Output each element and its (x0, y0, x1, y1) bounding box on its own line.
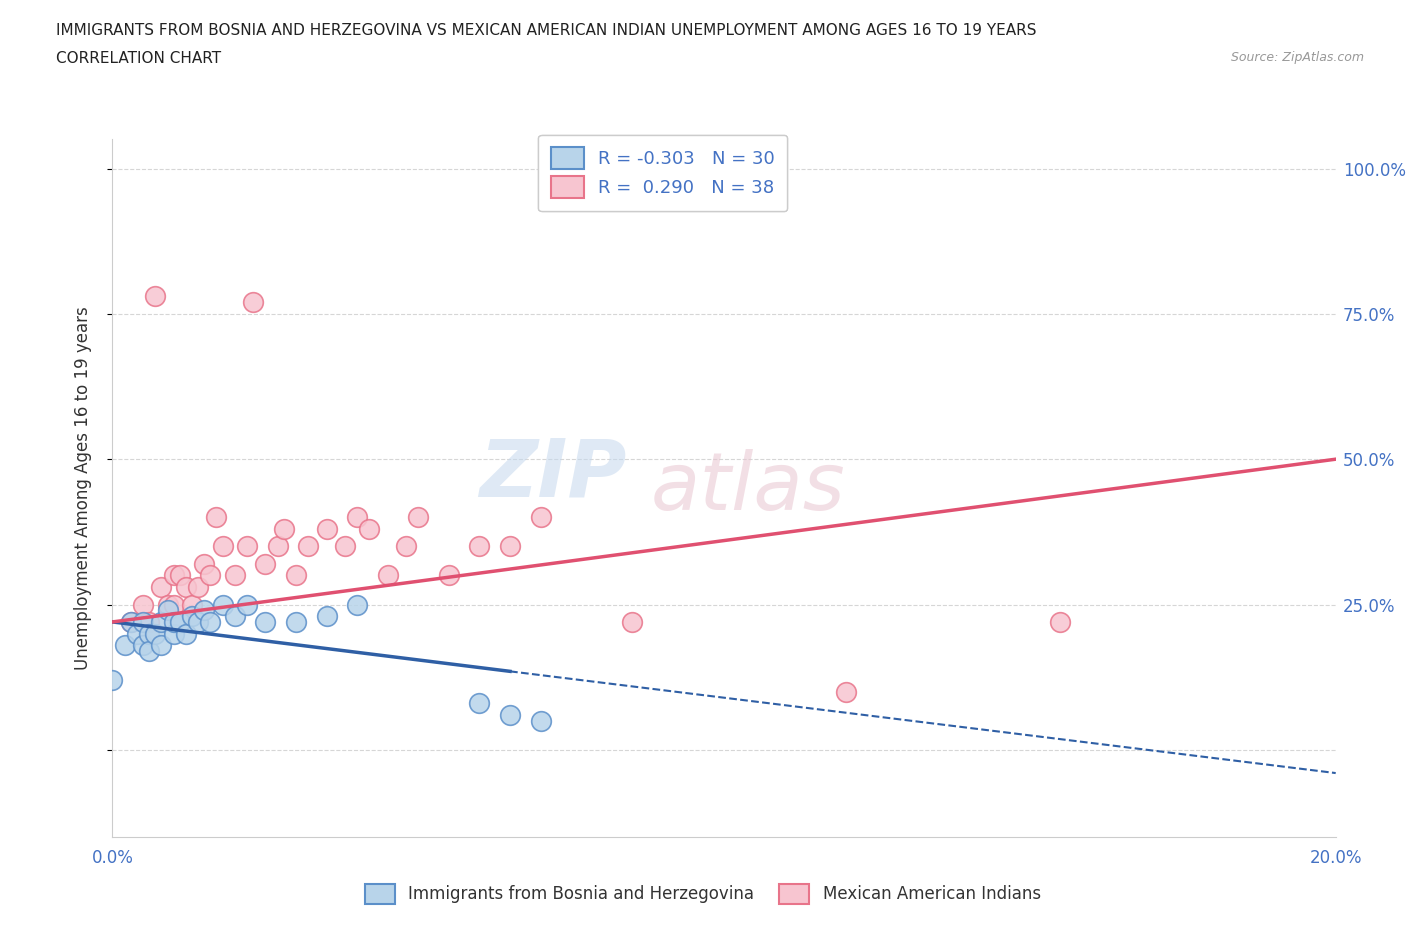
Point (200, 568, 222, 583)
Point (315, 522, 337, 537)
Point (284, 615, 308, 630)
Point (408, 510, 430, 525)
Point (169, 615, 191, 630)
Point (359, 522, 381, 537)
Point (120, 615, 142, 630)
Point (211, 597, 233, 612)
Point (125, 626, 148, 641)
Point (114, 638, 136, 653)
Point (101, 672, 124, 687)
Point (266, 539, 288, 554)
Point (621, 615, 644, 630)
Point (163, 568, 186, 583)
Point (169, 568, 191, 583)
Point (346, 597, 368, 612)
Point (181, 609, 204, 624)
Point (187, 579, 209, 594)
Point (315, 609, 337, 624)
Point (211, 539, 233, 554)
Text: IMMIGRANTS FROM BOSNIA AND HERZEGOVINA VS MEXICAN AMERICAN INDIAN UNEMPLOYMENT A: IMMIGRANTS FROM BOSNIA AND HERZEGOVINA V… (56, 23, 1036, 38)
Point (224, 609, 246, 624)
Point (200, 615, 222, 630)
Point (138, 615, 160, 630)
Point (346, 510, 368, 525)
Point (181, 597, 204, 612)
Point (333, 539, 356, 554)
Point (174, 579, 197, 594)
Point (150, 615, 173, 630)
Point (468, 539, 491, 554)
Point (835, 684, 858, 699)
Point (395, 539, 418, 554)
Point (499, 708, 522, 723)
Point (273, 522, 295, 537)
Point (377, 568, 399, 583)
Point (530, 713, 553, 728)
Point (205, 510, 228, 525)
Point (143, 626, 166, 641)
Point (187, 615, 209, 630)
Point (156, 597, 179, 612)
Point (468, 696, 491, 711)
Point (120, 615, 142, 630)
Y-axis label: Unemployment Among Ages 16 to 19 years: Unemployment Among Ages 16 to 19 years (73, 306, 91, 671)
Point (163, 615, 186, 630)
Point (1049, 615, 1071, 630)
Point (132, 597, 155, 612)
Point (236, 597, 259, 612)
Point (138, 626, 160, 641)
Point (437, 568, 460, 583)
Point (138, 644, 160, 658)
Point (143, 289, 166, 304)
Point (150, 579, 173, 594)
Point (193, 556, 215, 571)
Point (530, 510, 553, 525)
Legend: Immigrants from Bosnia and Herzegovina, Mexican American Indians: Immigrants from Bosnia and Herzegovina, … (357, 875, 1049, 912)
Point (499, 539, 522, 554)
Text: CORRELATION CHART: CORRELATION CHART (56, 51, 221, 66)
Point (156, 603, 179, 618)
Point (236, 539, 259, 554)
Point (297, 539, 319, 554)
Text: ZIP: ZIP (479, 435, 626, 513)
Point (163, 626, 186, 641)
Point (150, 638, 173, 653)
Text: atlas: atlas (651, 449, 845, 527)
Point (242, 295, 264, 310)
Point (174, 626, 197, 641)
Point (193, 603, 215, 618)
Point (254, 556, 277, 571)
Text: Source: ZipAtlas.com: Source: ZipAtlas.com (1230, 51, 1364, 64)
Point (254, 615, 277, 630)
Point (132, 638, 155, 653)
Legend: R = -0.303   N = 30, R =  0.290   N = 38: R = -0.303 N = 30, R = 0.290 N = 38 (538, 135, 787, 211)
Point (132, 615, 155, 630)
Point (163, 597, 186, 612)
Point (284, 568, 308, 583)
Point (224, 568, 246, 583)
